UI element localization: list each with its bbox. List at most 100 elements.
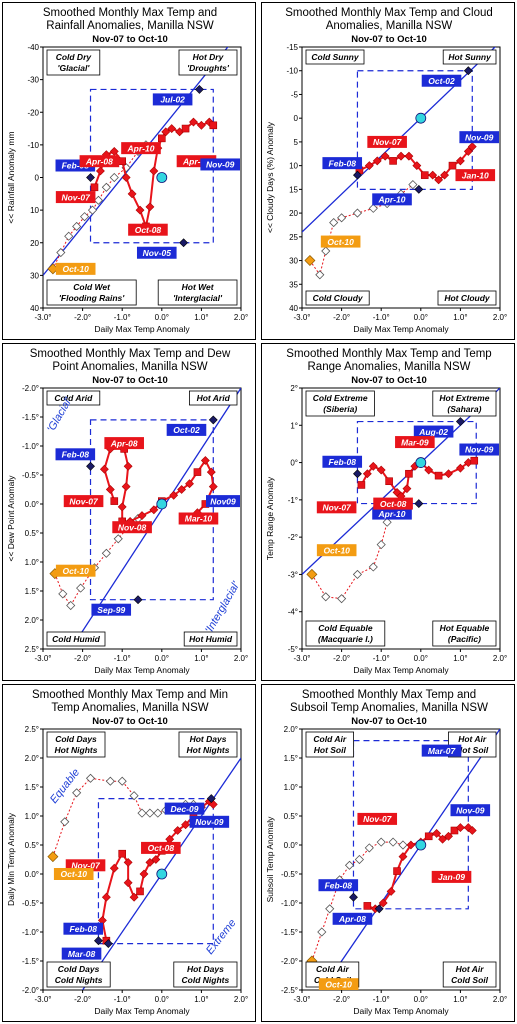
y-tick-label: 1°	[290, 421, 298, 430]
x-tick-label: -2.0°	[74, 654, 91, 663]
quadrant-label: Hot Air	[458, 734, 487, 744]
lead-in-point	[93, 195, 104, 205]
date-label-box	[316, 501, 357, 514]
y-tick-label: 0.0°	[25, 870, 39, 879]
date-label-box	[367, 135, 407, 148]
origin-marker	[415, 112, 427, 124]
quadrant-label: 'Interglacial'	[173, 293, 223, 303]
lead-in-point	[137, 808, 147, 818]
date-label-box	[136, 246, 177, 259]
series-point	[185, 479, 194, 489]
origin-marker	[415, 457, 427, 468]
lead-in-point	[337, 594, 347, 604]
date-label: Nov-07	[71, 861, 101, 871]
series-point	[123, 878, 133, 888]
series-point	[396, 151, 406, 161]
chart-title-line: Subsoil Temp Anomalies, Manilla NSW	[290, 702, 488, 714]
y-tick-label: -2°	[288, 533, 298, 542]
quadrant-label-box	[432, 620, 497, 647]
y-tick-label: 10	[30, 206, 39, 215]
y-tick-label: -10	[27, 141, 39, 150]
lead-in-point	[145, 808, 155, 818]
x-tick-label: 1.0°	[194, 995, 208, 1004]
series-point	[110, 497, 119, 505]
quadrant-label: (Sahara)	[447, 404, 481, 414]
chart-panel-mintemp: Smoothed Monthly Max Temp and Min Temp An…	[2, 684, 256, 1022]
chart-subtitle: Nov-07 to Oct-10	[92, 34, 168, 45]
quadrant-label-box	[188, 390, 238, 406]
quadrant-label: Cold Soil	[451, 975, 488, 985]
date-label: Feb-08	[62, 450, 90, 460]
series-point	[118, 849, 126, 858]
date-label: Mar-07	[428, 746, 457, 756]
x-tick-label: 1.0°	[194, 313, 208, 322]
date-label: Nov-07	[61, 192, 91, 202]
y-tick-label: 30	[289, 257, 298, 266]
series-point	[412, 161, 422, 171]
quadrant-label: Hot Extreme	[439, 393, 489, 403]
date-label: Nov-09	[195, 817, 224, 827]
lead-in-point	[72, 788, 82, 798]
box-marker-point	[463, 66, 473, 76]
y-tick-label: -30	[27, 76, 39, 85]
y-tick-label: 0	[294, 114, 299, 123]
series-point	[432, 828, 442, 838]
date-label-box	[53, 868, 94, 880]
trend-line	[302, 388, 500, 575]
plot-content: Cold Extreme(Siberia) Hot Extreme(Sahara)…	[302, 388, 500, 647]
quadrant-label-box	[178, 49, 238, 76]
series-point	[118, 157, 126, 165]
origin-marker	[156, 868, 168, 880]
lead-in-point	[364, 843, 374, 853]
lead-in-point	[72, 221, 82, 232]
x-tick-label: -1.0°	[114, 654, 131, 663]
y-tick-label: 35	[289, 280, 298, 289]
quadrant-label: Cold Air	[316, 964, 349, 974]
lead-in-point	[317, 927, 327, 937]
chart-svg-cloud: Smoothed Monthly Max Temp and CloudAnoma…	[265, 7, 507, 334]
y-tick-label: -0.5°	[22, 471, 39, 480]
date-label-box	[189, 815, 230, 828]
lead-in-point	[398, 840, 408, 850]
date-label: Apr-08	[110, 438, 138, 448]
box-marker-point	[94, 936, 103, 946]
box-marker-point	[86, 461, 95, 471]
series-point	[189, 117, 198, 127]
y-tick-label: -2.5°	[281, 986, 298, 995]
quadrant-label-box	[305, 49, 365, 65]
date-label: Oct-02	[173, 425, 200, 435]
series-point	[161, 127, 171, 137]
range-box	[89, 419, 214, 601]
lead-in-point	[321, 592, 331, 602]
y-tick-label: -5	[291, 90, 299, 99]
chart-panel-temprange: Smoothed Monthly Max Temp and Temp Range …	[261, 343, 515, 681]
lead-in-point	[337, 213, 347, 223]
chart-subtitle: Nov-07 to Oct-10	[351, 34, 427, 45]
chart-subtitle: Nov-07 to Oct-10	[92, 716, 168, 727]
quadrant-label: Cold Nights	[182, 975, 230, 985]
lead-in-point	[382, 517, 392, 527]
date-label: Nov-09	[456, 805, 485, 815]
date-label: Feb-08	[70, 924, 98, 934]
date-label-box	[421, 744, 462, 757]
series-point	[406, 840, 416, 850]
series-point	[380, 151, 390, 161]
series-point	[455, 463, 465, 473]
y-tick-label: 0.5°	[25, 529, 39, 538]
series-point	[196, 120, 206, 130]
date-label: Oct-08	[380, 499, 407, 509]
date-label: Oct-10	[60, 869, 87, 879]
y-tick-label: 40	[30, 304, 39, 313]
x-tick-label: -2.0°	[74, 995, 91, 1004]
series-point	[181, 820, 190, 830]
oct-10-point	[304, 255, 316, 267]
lead-in-point	[388, 837, 398, 847]
chart-title-line: Point Anomalies, Manilla NSW	[52, 361, 207, 373]
quadrant-label: Hot Equable	[440, 623, 490, 633]
date-label: Oct-10	[323, 545, 350, 555]
x-tick-label: -1.0°	[373, 995, 390, 1004]
date-label: Apr-08	[85, 156, 113, 166]
date-label-box	[318, 879, 359, 892]
